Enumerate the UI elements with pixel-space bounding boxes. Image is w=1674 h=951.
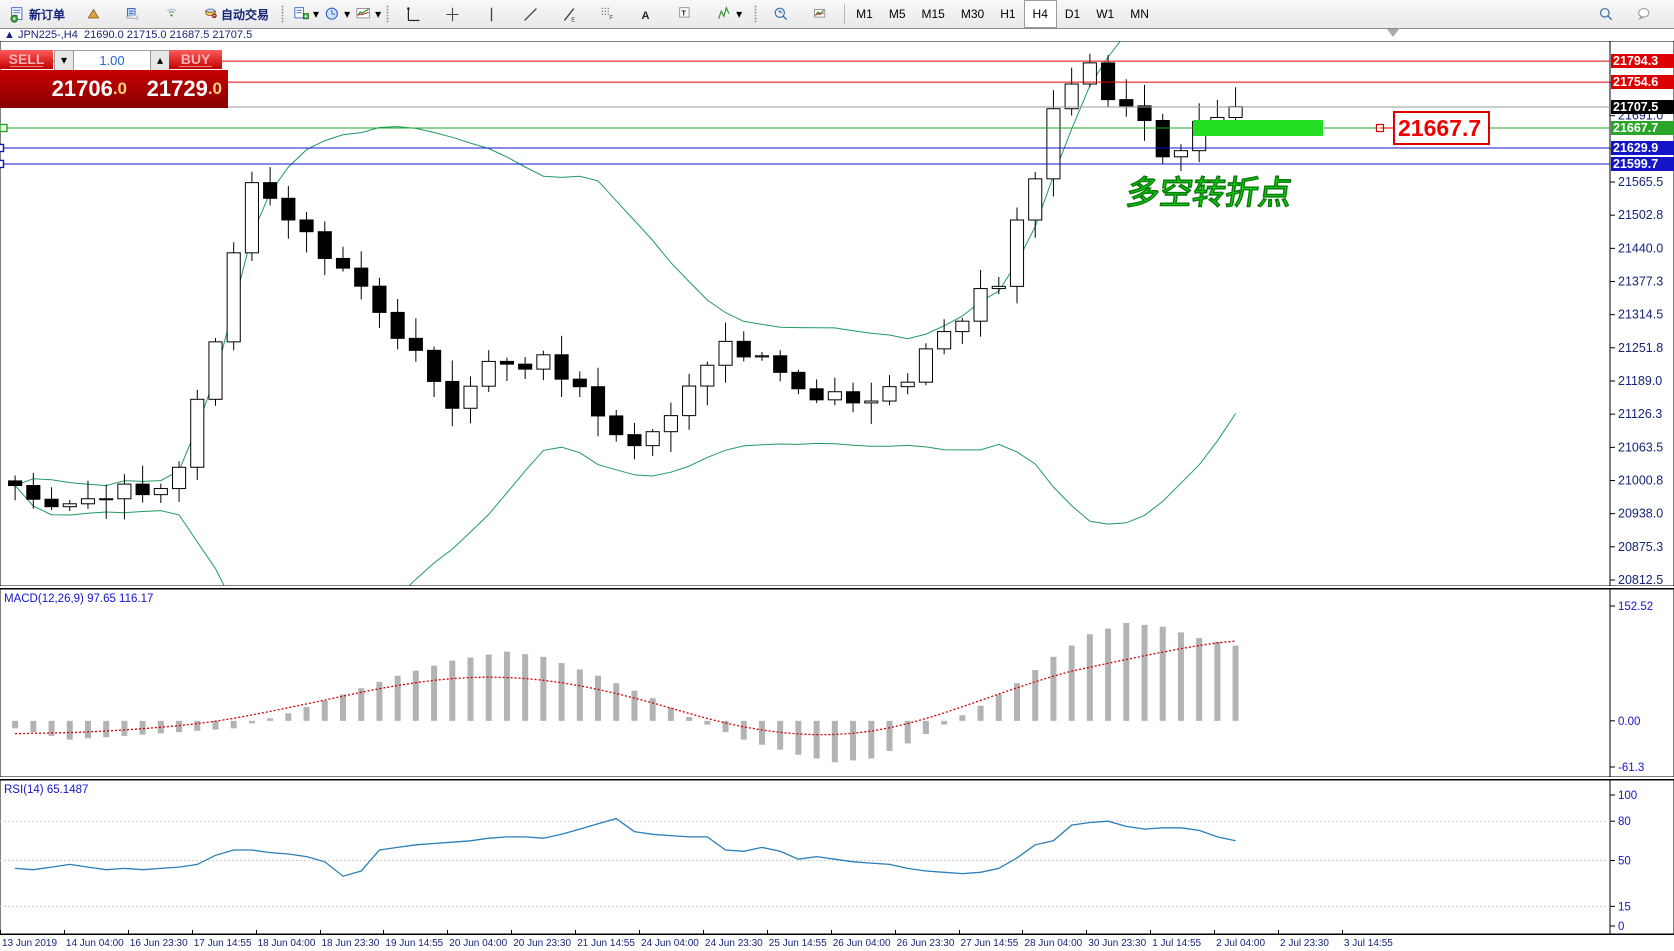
svg-text:100: 100 xyxy=(1618,790,1637,802)
svg-text:多空转折点: 多空转折点 xyxy=(1124,175,1294,212)
svg-text:A: A xyxy=(642,9,650,21)
svg-text:20938.0: 20938.0 xyxy=(1618,507,1663,521)
svg-text:21063.5: 21063.5 xyxy=(1618,440,1663,454)
svg-text:15: 15 xyxy=(1618,901,1631,913)
svg-text:RSI(14) 65.1487: RSI(14) 65.1487 xyxy=(4,784,88,796)
svg-text:152.52: 152.52 xyxy=(1618,601,1653,613)
svg-text:80: 80 xyxy=(1618,816,1631,828)
svg-text:F: F xyxy=(609,15,613,21)
svg-text:21440.0: 21440.0 xyxy=(1618,241,1663,255)
svg-text:21565.5: 21565.5 xyxy=(1618,175,1663,189)
svg-text:21667.7: 21667.7 xyxy=(1398,115,1481,141)
svg-text:20875.3: 20875.3 xyxy=(1618,540,1663,554)
svg-text:21502.8: 21502.8 xyxy=(1618,208,1663,222)
svg-text:21000.8: 21000.8 xyxy=(1618,473,1663,487)
svg-text:21251.8: 21251.8 xyxy=(1618,341,1663,355)
svg-text:0.00: 0.00 xyxy=(1618,716,1640,728)
svg-text:MACD(12,26,9) 97.65 116.17: MACD(12,26,9) 97.65 116.17 xyxy=(4,593,153,605)
svg-text:50: 50 xyxy=(1618,856,1631,868)
svg-text:21126.3: 21126.3 xyxy=(1618,407,1662,421)
svg-text:21189.0: 21189.0 xyxy=(1618,374,1662,388)
svg-text:21314.5: 21314.5 xyxy=(1618,308,1663,322)
svg-text:T: T xyxy=(682,8,687,17)
svg-text:21377.3: 21377.3 xyxy=(1618,274,1663,288)
svg-text:20812.5: 20812.5 xyxy=(1618,573,1663,586)
svg-text:0: 0 xyxy=(1618,921,1624,933)
svg-text:E: E xyxy=(571,17,575,23)
svg-text:-61.3: -61.3 xyxy=(1618,762,1644,774)
